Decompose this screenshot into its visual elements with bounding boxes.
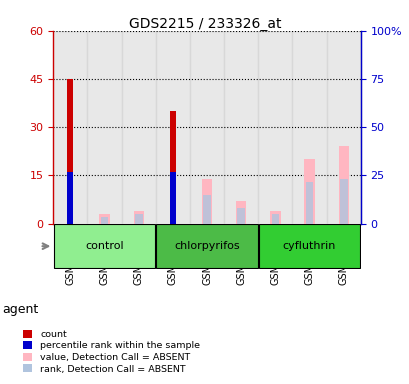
Bar bbox=[271, 214, 279, 223]
Bar bbox=[133, 211, 144, 223]
Bar bbox=[67, 79, 73, 223]
Bar bbox=[169, 172, 175, 223]
Bar bbox=[99, 214, 110, 223]
Bar bbox=[155, 31, 189, 223]
Bar bbox=[292, 31, 326, 223]
Bar bbox=[53, 31, 87, 223]
Text: chlorpyrifos: chlorpyrifos bbox=[174, 241, 239, 251]
Bar bbox=[87, 31, 121, 223]
Bar bbox=[338, 146, 348, 223]
Text: control: control bbox=[85, 241, 124, 251]
Bar bbox=[237, 207, 245, 223]
Text: GDS2215 / 233326_at: GDS2215 / 233326_at bbox=[128, 17, 281, 31]
Bar bbox=[270, 211, 280, 223]
Bar bbox=[326, 31, 360, 223]
Legend: count, percentile rank within the sample, value, Detection Call = ABSENT, rank, : count, percentile rank within the sample… bbox=[21, 328, 201, 376]
Text: cyfluthrin: cyfluthrin bbox=[282, 241, 335, 251]
Bar bbox=[135, 214, 142, 223]
Bar bbox=[201, 179, 212, 223]
Bar bbox=[121, 31, 155, 223]
Text: agent: agent bbox=[2, 303, 38, 316]
Bar bbox=[305, 182, 312, 223]
Bar bbox=[236, 201, 246, 223]
Bar bbox=[258, 225, 359, 268]
Bar bbox=[203, 195, 210, 223]
Bar bbox=[303, 159, 314, 223]
Bar bbox=[224, 31, 258, 223]
Bar bbox=[189, 31, 224, 223]
Bar bbox=[54, 225, 155, 268]
Bar bbox=[101, 217, 108, 223]
Bar bbox=[339, 179, 347, 223]
Bar bbox=[156, 225, 257, 268]
Bar bbox=[169, 111, 175, 223]
Bar bbox=[258, 31, 292, 223]
Bar bbox=[67, 172, 73, 223]
